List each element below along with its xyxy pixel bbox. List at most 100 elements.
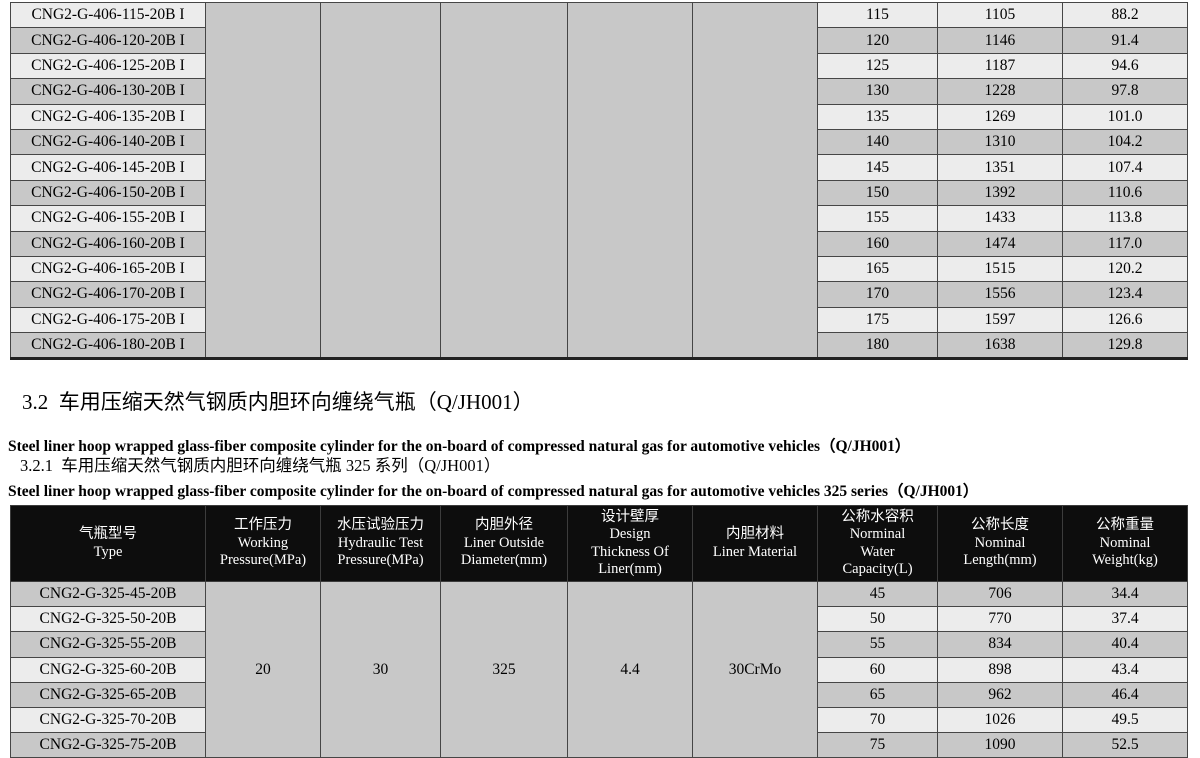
liner-material-cell: 30CrMo: [692, 580, 818, 758]
merged-empty-cell: [567, 1, 693, 360]
weight-cell: 126.6: [1062, 306, 1188, 334]
water-capacity-cell: 150: [817, 179, 938, 207]
cng-406-table-body: CNG2-G-406-115-20B I 115 1105 88.2 CNG2-G-40…: [10, 1, 1188, 360]
weight-cell: 101.0: [1062, 103, 1188, 130]
model-cell: CNG2-G-325-45-20B: [10, 580, 206, 608]
weight-cell: 46.4: [1062, 681, 1188, 708]
water-capacity-cell: 180: [817, 332, 938, 360]
merged-empty-cell: [440, 1, 568, 360]
working-pressure-cell: 20: [205, 580, 321, 758]
length-cell: 898: [937, 656, 1063, 683]
weight-cell: 37.4: [1062, 606, 1188, 633]
table-row: CNG2-G-325-50-20B 50 770 37.4: [10, 606, 1188, 633]
design-thickness-cell: 4.4: [567, 580, 693, 758]
model-cell: CNG2-G-406-140-20B I: [10, 128, 206, 156]
section-subtitle-en: Steel liner hoop wrapped glass-fiber com…: [8, 438, 911, 455]
table-row: CNG2-G-325-45-20B 20 30 325 4.4 30CrMo 45 706 34…: [10, 580, 1188, 758]
water-capacity-cell: 135: [817, 103, 938, 130]
weight-cell: 129.8: [1062, 332, 1188, 360]
length-cell: 1351: [937, 154, 1063, 181]
weight-cell: 123.4: [1062, 281, 1188, 308]
water-capacity-cell: 125: [817, 52, 938, 80]
length-cell: 1638: [937, 332, 1063, 360]
table-row: CNG2-G-406-135-20B I 135 1269 101.0: [10, 103, 1188, 130]
column-header: 公称长度 Nominal Length(mm): [937, 505, 1063, 582]
column-header: 水压试验压力 Hydraulic Test Pressure(MPa): [320, 505, 441, 582]
model-cell: CNG2-G-325-50-20B: [10, 606, 206, 633]
table-row: CNG2-G-406-160-20B I 160 1474 117.0: [10, 230, 1188, 257]
column-header: 工作压力 Working Pressure(MPa): [205, 505, 321, 582]
merged-empty-cell: [205, 1, 321, 360]
model-cell: CNG2-G-406-165-20B I: [10, 255, 206, 283]
cng-325-table-body: CNG2-G-325-45-20B 20 30 325 4.4 30CrMo 45 706 34…: [10, 580, 1188, 758]
length-cell: 1433: [937, 205, 1063, 232]
water-capacity-cell: 160: [817, 230, 938, 257]
column-header: 公称水容积 Norminal Water Capacity(L): [817, 505, 938, 582]
length-cell: 1269: [937, 103, 1063, 130]
length-cell: 706: [937, 580, 1063, 608]
weight-cell: 120.2: [1062, 255, 1188, 283]
table-row: CNG2-G-406-120-20B I 120 1146 91.4: [10, 27, 1188, 54]
table-row: CNG2-G-406-140-20B I 140 1310 104.2: [10, 128, 1188, 156]
length-cell: 1310: [937, 128, 1063, 156]
length-cell: 1026: [937, 706, 1063, 734]
length-cell: 1515: [937, 255, 1063, 283]
water-capacity-cell: 60: [817, 656, 938, 683]
model-cell: CNG2-G-406-160-20B I: [10, 230, 206, 257]
header-row: 气瓶型号 Type 工作压力 Working Pressure(MPa) 水压试验压力 Hy…: [10, 505, 1188, 582]
table-row: CNG2-G-406-130-20B I 130 1228 97.8: [10, 78, 1188, 105]
table-row: CNG2-G-325-60-20B 60 898 43.4: [10, 656, 1188, 683]
water-capacity-cell: 115: [817, 1, 938, 29]
weight-cell: 40.4: [1062, 631, 1188, 658]
model-cell: CNG2-G-406-170-20B I: [10, 281, 206, 308]
section-heading: 3.2 车用压缩天然气钢质内胆环向缠绕气瓶（Q/JH001）: [22, 390, 534, 414]
length-cell: 1090: [937, 732, 1063, 758]
column-header: 公称重量 Nominal Weight(kg): [1062, 505, 1188, 582]
column-header: 内胆材料 Liner Material: [692, 505, 818, 582]
model-cell: CNG2-G-406-135-20B I: [10, 103, 206, 130]
water-capacity-cell: 120: [817, 27, 938, 54]
water-capacity-cell: 140: [817, 128, 938, 156]
weight-cell: 49.5: [1062, 706, 1188, 734]
length-cell: 770: [937, 606, 1063, 633]
length-cell: 834: [937, 631, 1063, 658]
cng-406-spec-table: CNG2-G-406-115-20B I 115 1105 88.2 CNG2-G-40…: [10, 1, 1188, 361]
cng-325-spec-table: 气瓶型号 Type 工作压力 Working Pressure(MPa) 水压试验压力 Hy…: [10, 505, 1188, 758]
liner-outside-diameter-cell: 325: [440, 580, 568, 758]
model-cell: CNG2-G-325-55-20B: [10, 631, 206, 658]
merged-empty-cell: [320, 1, 441, 360]
length-cell: 1392: [937, 179, 1063, 207]
model-cell: CNG2-G-406-115-20B I: [10, 1, 206, 29]
table-row: CNG2-G-325-55-20B 55 834 40.4: [10, 631, 1188, 658]
length-cell: 1597: [937, 306, 1063, 334]
water-capacity-cell: 75: [817, 732, 938, 758]
water-capacity-cell: 145: [817, 154, 938, 181]
column-header: 设计壁厚 Design Thickness Of Liner(mm): [567, 505, 693, 582]
water-capacity-cell: 50: [817, 606, 938, 633]
model-cell: CNG2-G-406-120-20B I: [10, 27, 206, 54]
water-capacity-cell: 65: [817, 681, 938, 708]
water-capacity-cell: 45: [817, 580, 938, 608]
table-row: CNG2-G-406-170-20B I 170 1556 123.4: [10, 281, 1188, 308]
model-cell: CNG2-G-406-130-20B I: [10, 78, 206, 105]
water-capacity-cell: 170: [817, 281, 938, 308]
weight-cell: 97.8: [1062, 78, 1188, 105]
model-cell: CNG2-G-325-65-20B: [10, 681, 206, 708]
model-cell: CNG2-G-406-180-20B I: [10, 332, 206, 360]
hydraulic-test-pressure-cell: 30: [320, 580, 441, 758]
weight-cell: 88.2: [1062, 1, 1188, 29]
length-cell: 1474: [937, 230, 1063, 257]
model-cell: CNG2-G-325-70-20B: [10, 706, 206, 734]
weight-cell: 113.8: [1062, 205, 1188, 232]
column-header: 气瓶型号 Type: [10, 505, 206, 582]
water-capacity-cell: 165: [817, 255, 938, 283]
length-cell: 1228: [937, 78, 1063, 105]
weight-cell: 94.6: [1062, 52, 1188, 80]
length-cell: 962: [937, 681, 1063, 708]
length-cell: 1556: [937, 281, 1063, 308]
weight-cell: 117.0: [1062, 230, 1188, 257]
weight-cell: 52.5: [1062, 732, 1188, 758]
subsection-heading: 3.2.1 车用压缩天然气钢质内胆环向缠绕气瓶 325 系列（Q/JH001）: [20, 456, 501, 475]
model-cell: CNG2-G-406-175-20B I: [10, 306, 206, 334]
length-cell: 1146: [937, 27, 1063, 54]
